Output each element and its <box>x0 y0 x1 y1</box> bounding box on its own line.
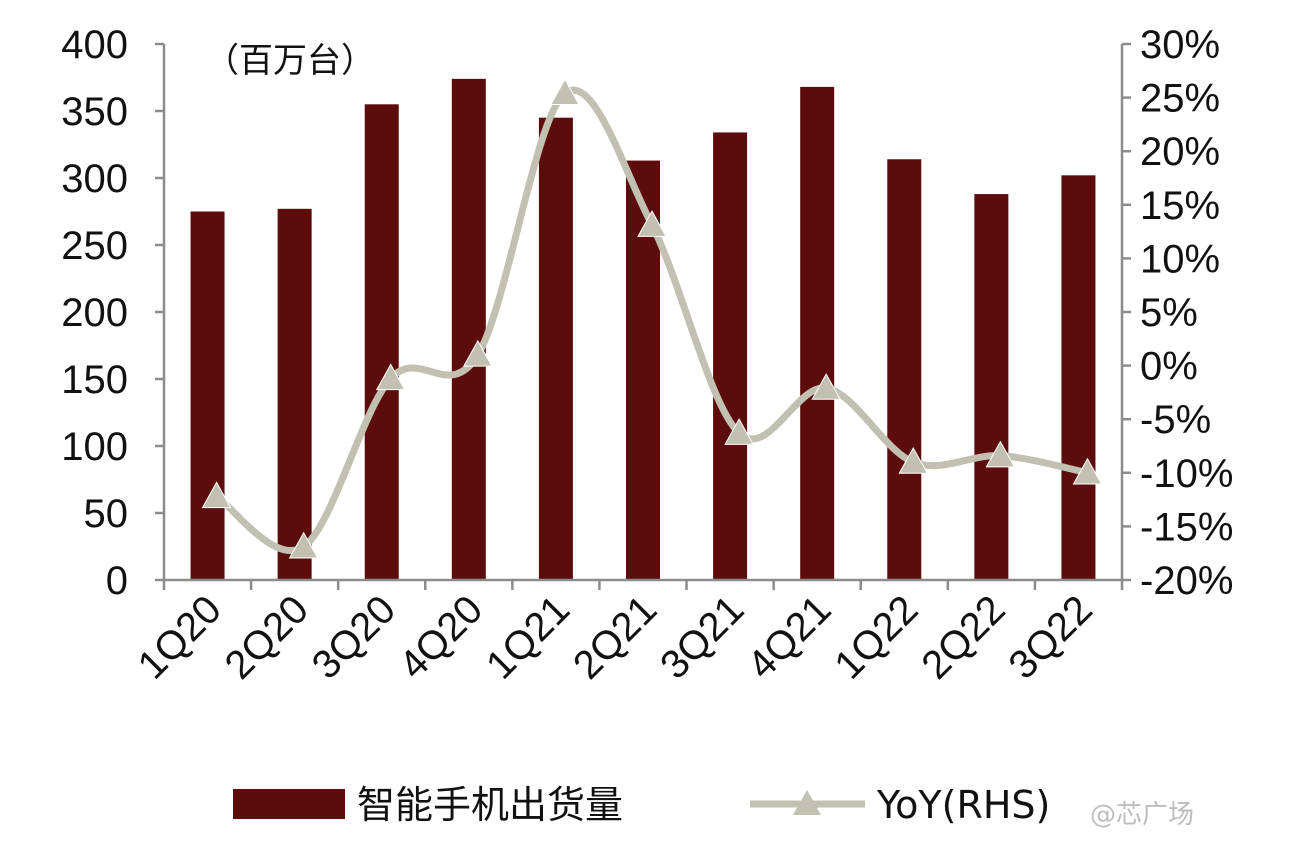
bar-3Q21 <box>713 132 748 580</box>
left-tick-label: 350 <box>61 90 128 134</box>
left-tick-label: 200 <box>61 291 128 335</box>
right-axis-ticks: -20% -15% -10% -5% 0% 5% 10% 15% 20% 25% 30% <box>1140 23 1233 603</box>
right-tick-label: 5% <box>1140 291 1198 335</box>
yoy-point-1Q21 <box>550 78 580 106</box>
left-tick-label: 100 <box>61 425 128 469</box>
x-tick-label: 2Q22 <box>913 587 1013 687</box>
right-tick-label: 15% <box>1140 184 1220 228</box>
left-tick-label: 0 <box>106 559 128 603</box>
x-tick-label: 1Q20 <box>130 587 230 687</box>
x-tick-label: 3Q22 <box>1001 587 1101 687</box>
bar-1Q21 <box>538 117 573 580</box>
right-tick-label: -10% <box>1140 452 1233 496</box>
right-tick-label: -15% <box>1140 505 1233 549</box>
bar-4Q20 <box>451 78 486 580</box>
left-tick-label: 150 <box>61 358 128 402</box>
legend-bar-label: 智能手机出货量 <box>357 783 623 827</box>
yoy-point-2Q21 <box>637 210 667 237</box>
watermark: @芯广场 <box>1090 800 1194 830</box>
x-tick-label: 2Q21 <box>565 587 665 687</box>
left-tick-label: 250 <box>61 224 128 268</box>
right-tick-label: 30% <box>1140 23 1220 67</box>
right-tick-label: 25% <box>1140 77 1220 121</box>
bar-2Q22 <box>974 194 1009 580</box>
x-tick-label: 2Q20 <box>217 587 317 687</box>
right-tick-label: -20% <box>1140 559 1233 603</box>
right-tick-label: 20% <box>1140 130 1220 174</box>
x-axis-ticks: 1Q202Q203Q204Q201Q212Q213Q214Q211Q222Q22… <box>130 587 1101 687</box>
bar-3Q22 <box>1061 175 1096 580</box>
left-tick-label: 50 <box>84 492 129 536</box>
yoy-point-3Q21 <box>724 418 754 445</box>
right-tick-label: 0% <box>1140 345 1198 389</box>
yoy-point-2Q20 <box>288 531 319 559</box>
legend: 智能手机出货量 YoY(RHS) <box>233 783 1050 827</box>
left-tick-label: 300 <box>61 157 128 201</box>
bar-4Q21 <box>800 86 835 580</box>
yoy-point-3Q20 <box>375 363 406 391</box>
yoy-point-1Q20 <box>201 481 232 509</box>
legend-bar-swatch <box>233 789 345 819</box>
bar-1Q20 <box>190 211 225 580</box>
legend-triangle-marker <box>793 790 821 815</box>
x-tick-label: 1Q21 <box>478 587 578 687</box>
bar-2Q20 <box>277 208 312 580</box>
x-tick-label: 3Q21 <box>652 587 752 687</box>
left-axis-ticks: 0 50 100 150 200 250 300 350 400 <box>61 23 128 603</box>
axes <box>155 42 1131 590</box>
legend-line-label: YoY(RHS) <box>876 783 1050 827</box>
yoy-point-4Q20 <box>462 339 493 367</box>
unit-label: （百万台） <box>205 41 375 81</box>
left-tick-label: 400 <box>61 23 128 67</box>
bar-series <box>190 78 1096 581</box>
bar-1Q22 <box>887 159 922 581</box>
right-tick-label: -5% <box>1140 398 1211 442</box>
yoy-point-1Q22 <box>898 447 929 474</box>
x-tick-label: 1Q22 <box>826 587 926 687</box>
x-tick-label: 4Q21 <box>739 587 839 687</box>
yoy-point-4Q21 <box>811 373 842 400</box>
yoy-point-3Q22 <box>1072 457 1103 485</box>
bar-3Q20 <box>364 104 399 581</box>
yoy-point-2Q22 <box>985 440 1016 468</box>
right-tick-label: 10% <box>1140 237 1220 281</box>
x-tick-label: 3Q20 <box>304 587 404 687</box>
x-tick-label: 4Q20 <box>391 587 491 687</box>
yoy-line-series <box>201 78 1103 559</box>
